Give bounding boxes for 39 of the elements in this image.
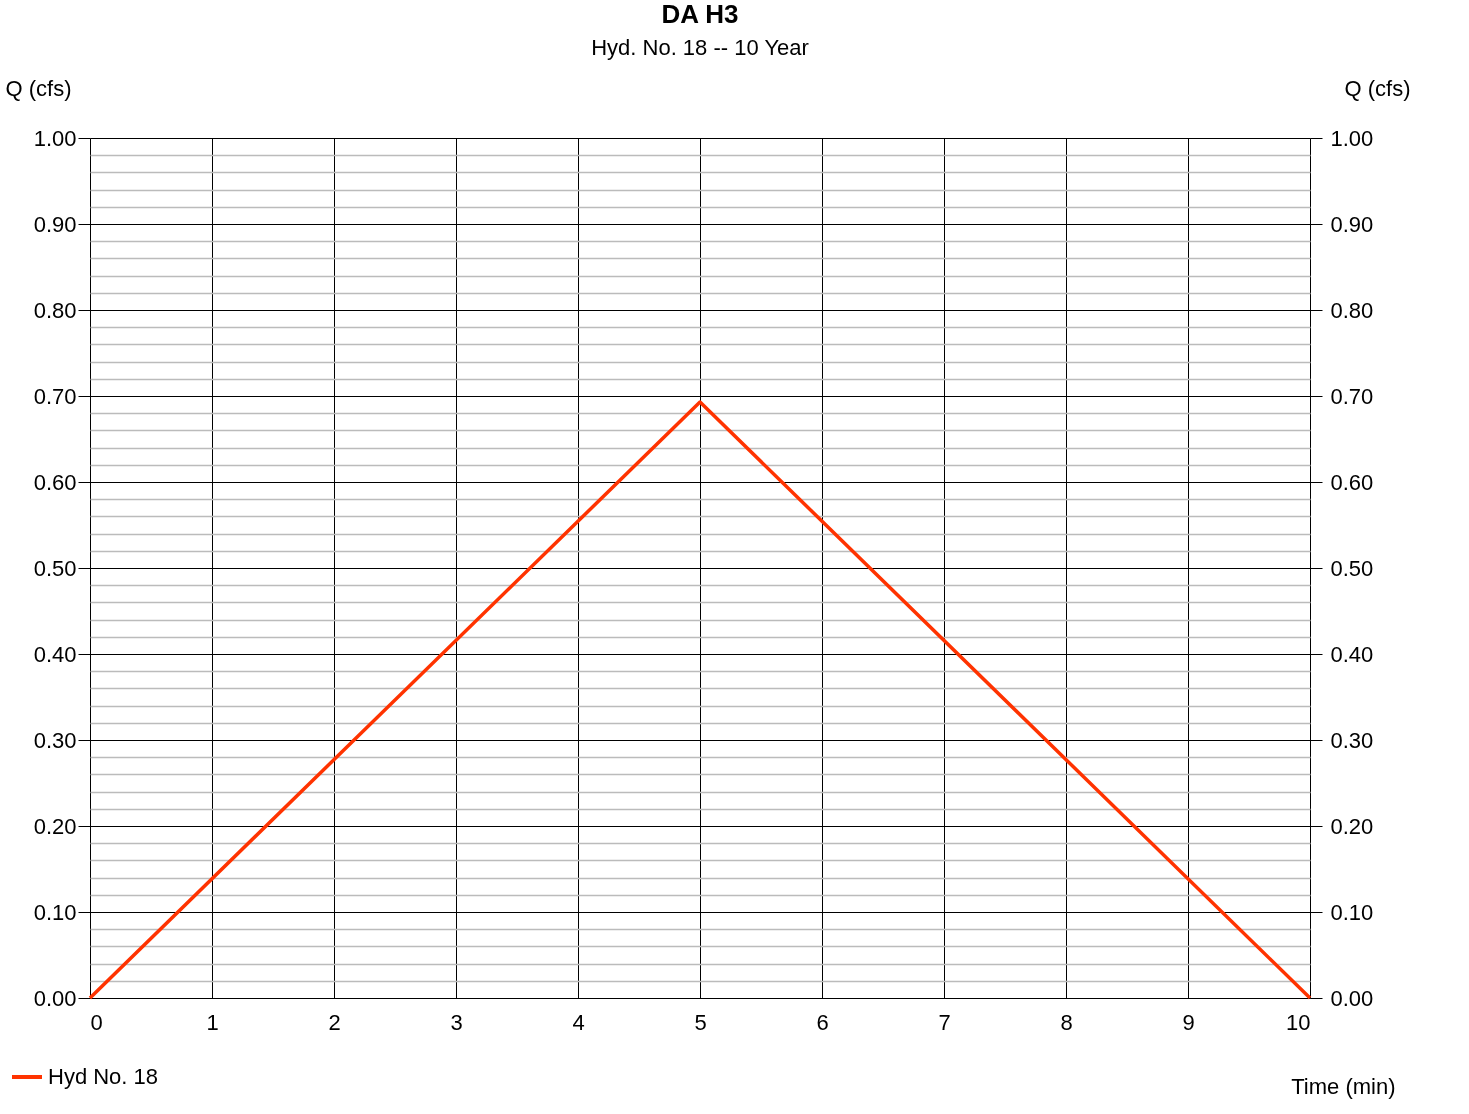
y-tick-label: 0.60 [33,469,77,495]
y-tick-label: 1.00 [33,125,77,151]
x-tick-label: 2 [328,1009,341,1035]
x-tick-label: 0 [90,1009,103,1035]
y2-tick-label: 0.90 [1330,211,1374,237]
x-tick-label: 1 [206,1009,219,1035]
chart-subtitle: Hyd. No. 18 -- 10 Year [591,35,809,60]
y-tick-label: 0.70 [33,383,77,409]
x-axis-title: Time (min) [1291,1073,1396,1099]
y2-tick-label: 0.80 [1330,297,1374,323]
y2-tick-label: 0.10 [1330,899,1374,925]
y-tick-label: 0.50 [33,555,77,581]
y2-tick-label: 0.00 [1330,985,1374,1011]
x-tick-label: 4 [572,1009,585,1035]
legend-label: Hyd No. 18 [48,1064,159,1089]
x-tick-label: 6 [816,1009,829,1035]
y-tick-label: 0.00 [33,985,77,1011]
y2-tick-label: 1.00 [1330,125,1374,151]
x-tick-label: 5 [694,1009,707,1035]
y2-tick-label: 0.50 [1330,555,1374,581]
x-tick-label: 8 [1060,1009,1073,1035]
x-tick-label: 3 [450,1009,463,1035]
x-tick-label: 7 [938,1009,951,1035]
x-tick-label: 10 [1286,1009,1311,1035]
chart-title: DA H3 [661,0,739,29]
y2-tick-label: 0.60 [1330,469,1374,495]
y-tick-label: 0.40 [33,641,77,667]
y-tick-label: 0.10 [33,899,77,925]
y2-tick-label: 0.40 [1330,641,1374,667]
x-tick-label: 9 [1182,1009,1195,1035]
y-axis-title: Q (cfs) [5,75,72,101]
y2-tick-label: 0.30 [1330,727,1374,753]
y-tick-label: 0.30 [33,727,77,753]
y2-tick-label: 0.20 [1330,813,1374,839]
y-tick-label: 0.90 [33,211,77,237]
y-tick-label: 0.20 [33,813,77,839]
y2-tick-label: 0.70 [1330,383,1374,409]
y-tick-label: 0.80 [33,297,77,323]
y2-axis-title: Q (cfs) [1344,75,1411,101]
